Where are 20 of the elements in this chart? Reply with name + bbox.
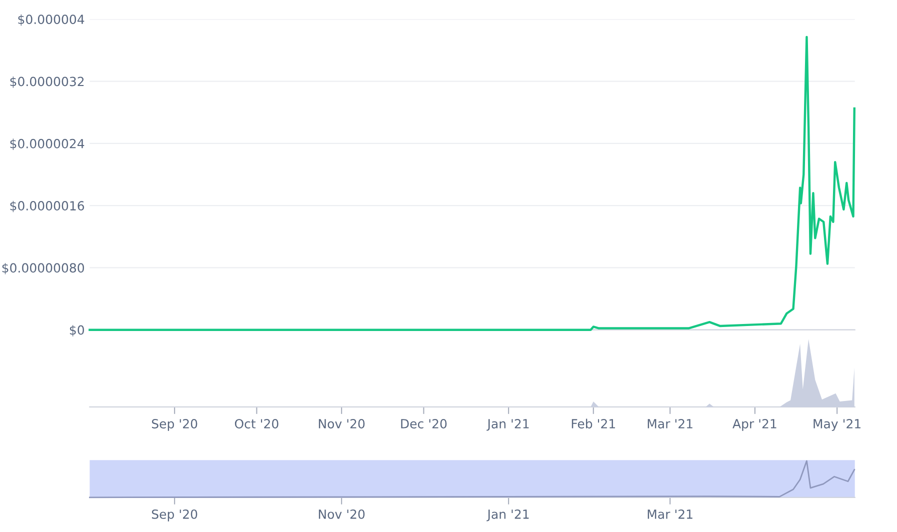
x-tick-label: Jan '21 [486,419,529,431]
x-tick-label: Apr '21 [732,419,776,431]
line-series [88,36,856,331]
y-tick-label: $0.000004 [18,14,84,26]
x-tick-label: May '21 [814,419,860,431]
y-tick-label: $0.0000016 [10,200,84,212]
y-tick-label: $0.0000024 [10,138,84,150]
x-tick-label: Nov '20 [318,509,365,519]
x-tick-label: Nov '20 [318,419,365,428]
x-tick-label: Mar '21 [648,509,692,519]
x-tick-label: Oct '20 [234,419,278,428]
y-tick-label: $0 [70,325,84,336]
x-tick-label: Sep '20 [152,419,198,431]
x-tick-label: Feb '21 [572,418,615,428]
x-tick-label: Dec '20 [401,419,447,428]
y-tick-label: $0.0000032 [10,76,84,88]
x-tick-label: Mar '21 [648,419,692,428]
y-tick-label: $0.00000080 [2,262,84,274]
x-tick-label: Jan '21 [486,509,529,522]
x-tick-label: Sep '20 [152,509,198,522]
